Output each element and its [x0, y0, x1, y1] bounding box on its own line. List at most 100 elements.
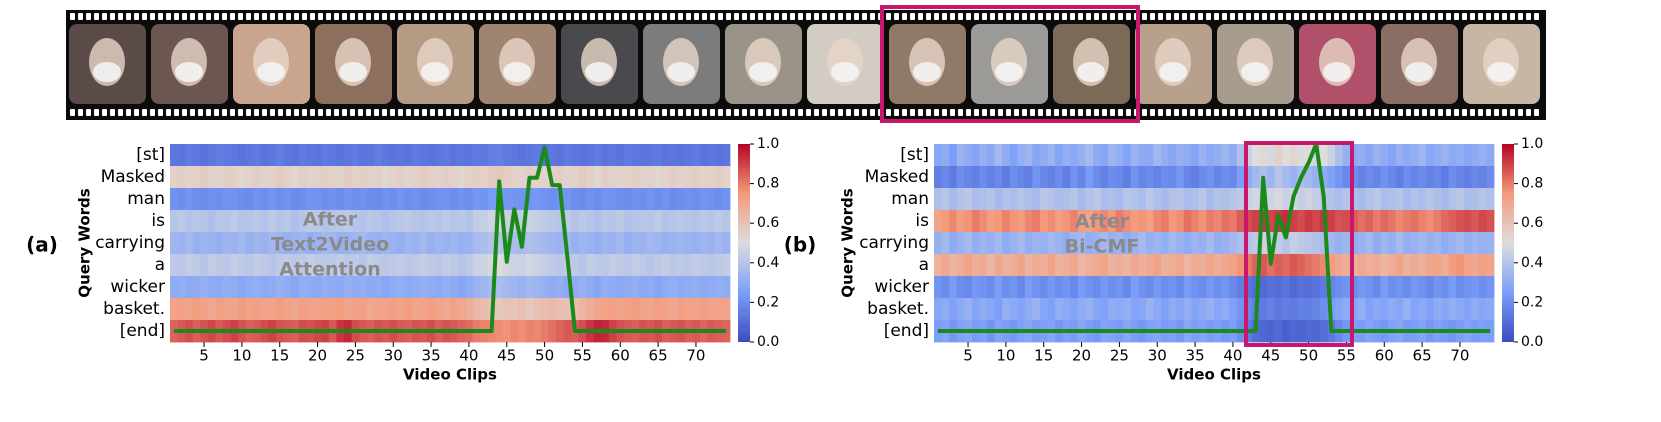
heatmap-cell — [624, 298, 633, 321]
sprocket-hole — [1054, 13, 1059, 20]
heatmap-cell — [1304, 188, 1313, 211]
heatmap-cell — [1123, 298, 1132, 321]
heatmap-cell — [1342, 144, 1351, 167]
sprocket-hole — [1270, 13, 1275, 20]
heatmap-cell — [1017, 166, 1026, 189]
heatmap-cell — [1289, 232, 1298, 255]
heatmap-cell — [351, 166, 360, 189]
heatmap-cell — [699, 188, 708, 211]
heatmap-cell — [200, 254, 209, 277]
heatmap-cell — [298, 188, 307, 211]
heatmap-cell — [510, 298, 519, 321]
heatmap-cell — [1388, 254, 1397, 277]
frame-mask — [1487, 62, 1515, 82]
heatmap-cell — [1145, 254, 1154, 277]
sprocket-hole — [294, 13, 299, 20]
heatmap-cell — [245, 166, 254, 189]
heatmap-cell — [1024, 276, 1033, 299]
sprocket-hole — [1158, 13, 1163, 20]
heatmap-cell — [586, 188, 595, 211]
colorbar-tick-label: 0.2 — [757, 294, 779, 310]
heatmap-cell — [427, 144, 436, 167]
heatmap-cell — [1191, 210, 1200, 233]
sprocket-hole — [278, 109, 283, 116]
heatmap-cell — [412, 254, 421, 277]
heatmap-cell — [555, 232, 564, 255]
heatmap-cell — [578, 210, 587, 233]
x-tick-label: 70 — [1450, 347, 1469, 365]
heatmap-cell — [1100, 298, 1109, 321]
heatmap-cell — [419, 232, 428, 255]
sprocket-hole — [1174, 109, 1179, 116]
heatmap-cell — [1047, 298, 1056, 321]
heatmap-cell — [563, 188, 572, 211]
sprocket-hole — [78, 109, 83, 116]
sprocket-hole — [1446, 13, 1451, 20]
heatmap-cell — [699, 232, 708, 255]
heatmap-cell — [1456, 188, 1465, 211]
heatmap-cell — [419, 210, 428, 233]
heatmap-cell — [344, 276, 353, 299]
sprocket-hole — [230, 13, 235, 20]
heatmap-cell — [1161, 188, 1169, 211]
heatmap-cell — [1138, 298, 1147, 321]
heatmap-cell — [200, 188, 209, 211]
y-axis-label: Query Words — [839, 188, 857, 297]
sprocket-hole — [1454, 109, 1459, 116]
heatmap-cell — [684, 188, 693, 211]
x-tick-label: 50 — [535, 347, 554, 365]
sprocket-hole — [766, 109, 771, 116]
heatmap-cell — [344, 188, 353, 211]
heatmap-cell — [1486, 210, 1495, 233]
heatmap-cell — [1123, 210, 1132, 233]
heatmap-cell — [1335, 188, 1344, 211]
x-tick-label: 30 — [1148, 347, 1167, 365]
sprocket-hole — [198, 13, 203, 20]
heatmap-cell — [971, 144, 980, 167]
heatmap-cell — [1403, 188, 1412, 211]
heatmap-cell — [1176, 144, 1185, 167]
heatmap-cell — [1335, 166, 1344, 189]
y-tick-label: carrying — [859, 233, 929, 253]
heatmap-cell — [1365, 232, 1374, 255]
heatmap-cell — [427, 210, 436, 233]
sprocket-hole — [134, 109, 139, 116]
heatmap-cell — [450, 210, 458, 233]
sprocket-hole — [310, 109, 315, 116]
heatmap-cell — [1463, 166, 1472, 189]
heatmap-cell — [1388, 276, 1397, 299]
heatmap-cell — [1289, 254, 1298, 277]
heatmap-cell — [1350, 232, 1359, 255]
heatmap-cell — [722, 210, 731, 233]
heatmap-cell — [397, 210, 405, 233]
heatmap-cell — [586, 210, 595, 233]
heatmap-cell — [1380, 166, 1389, 189]
heatmap-cell — [1108, 298, 1117, 321]
heatmap-cell — [1214, 188, 1222, 211]
heatmap-cell — [555, 254, 564, 277]
heatmap-cell — [1448, 254, 1457, 277]
sprocket-hole — [790, 13, 795, 20]
heatmap-cell — [1372, 276, 1381, 299]
heatmap-cell — [389, 298, 398, 321]
heatmap-cell — [1456, 144, 1465, 167]
sprocket-hole — [1398, 13, 1403, 20]
sprocket-hole — [1366, 109, 1371, 116]
heatmap-cell — [1070, 210, 1079, 233]
sprocket-hole — [318, 109, 323, 116]
heatmap-cell — [692, 166, 701, 189]
heatmap-cell — [956, 144, 965, 167]
heatmap-cell — [313, 276, 322, 299]
heatmap-cell — [1115, 166, 1124, 189]
heatmap-cell — [336, 298, 345, 321]
heatmap-cell — [465, 276, 474, 299]
sprocket-hole — [526, 13, 531, 20]
heatmap-cell — [1198, 254, 1207, 277]
heatmap-cell — [283, 298, 292, 321]
heatmap-cell — [1403, 232, 1412, 255]
heatmap-cell — [472, 166, 481, 189]
heatmap-cell — [979, 298, 988, 321]
heatmap-cell — [222, 166, 231, 189]
heatmap-cell — [986, 166, 995, 189]
heatmap-cell — [200, 144, 209, 167]
